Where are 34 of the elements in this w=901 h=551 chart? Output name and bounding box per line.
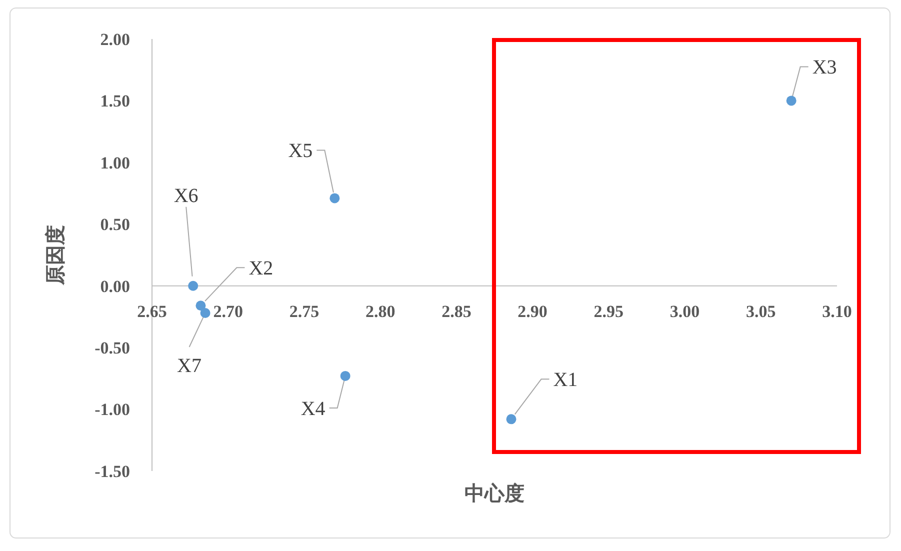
x-tick-label: 2.90	[518, 302, 548, 321]
x-tick-label: 2.65	[137, 302, 167, 321]
x-tick-label: 3.10	[822, 302, 852, 321]
data-label: X4	[300, 398, 326, 420]
y-tick-label: 1.50	[100, 92, 130, 111]
x-axis-title: 中心度	[464, 481, 524, 505]
x-tick-label: 2.85	[442, 302, 472, 321]
data-label: X1	[553, 369, 578, 392]
point	[196, 300, 206, 311]
data-label: X6	[174, 184, 198, 207]
x-tick-label: 2.80	[365, 302, 396, 321]
y-tick-label: -1.00	[94, 400, 130, 420]
data-label: X2	[248, 258, 274, 280]
point	[188, 280, 198, 291]
point	[200, 308, 210, 318]
x-tick-label: 2.75	[289, 302, 320, 321]
x-tick-label: 2.95	[594, 302, 624, 321]
x-tick-label: 3.00	[670, 302, 700, 321]
y-tick-label: 2.00	[100, 30, 130, 49]
x-tick-label: 3.05	[746, 302, 776, 321]
point	[330, 193, 340, 204]
y-tick-label: -0.50	[94, 338, 130, 358]
point	[506, 414, 516, 424]
point	[786, 96, 796, 106]
point	[340, 370, 350, 381]
y-tick-label: 1.00	[100, 153, 130, 172]
data-label: X3	[812, 56, 837, 79]
y-axis-title: 原因度	[43, 225, 67, 286]
y-tick-label: -1.50	[94, 462, 130, 481]
data-label: X7	[177, 355, 202, 378]
y-tick-label: 0.00	[100, 276, 130, 296]
data-label: X5	[288, 140, 313, 162]
y-tick-label: 0.50	[100, 215, 130, 234]
x-tick-label: 2.70	[213, 302, 243, 321]
